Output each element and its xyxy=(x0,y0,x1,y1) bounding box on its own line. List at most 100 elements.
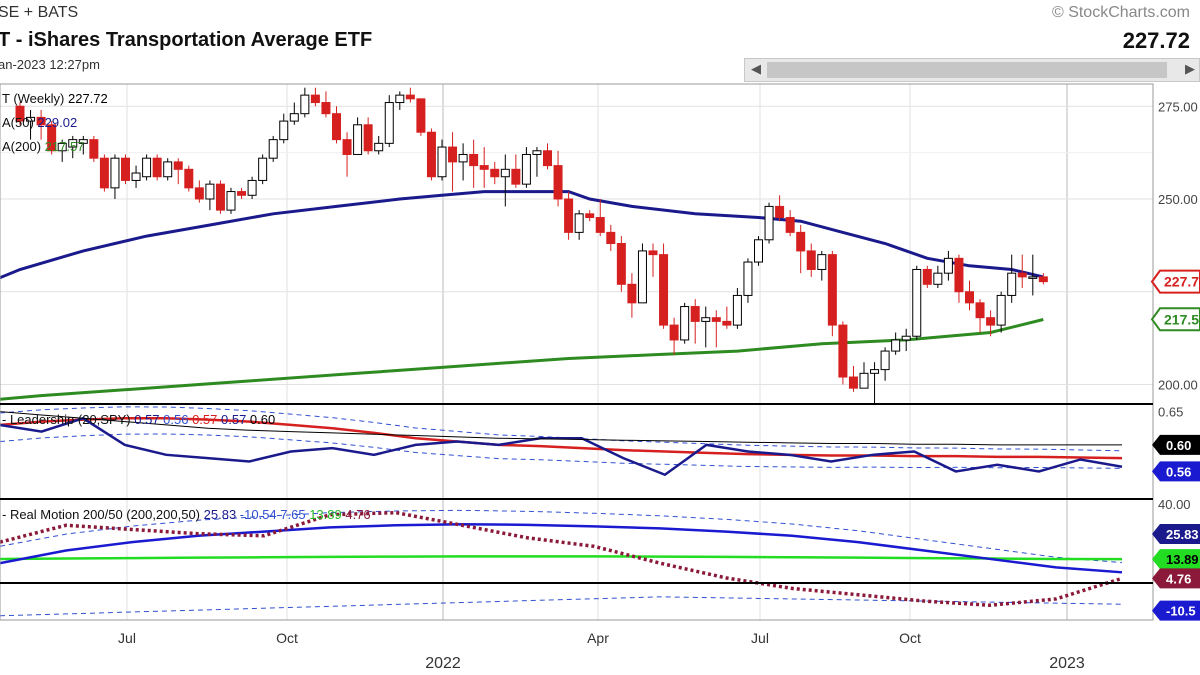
candle-body xyxy=(954,257,964,293)
candle-body xyxy=(711,317,721,322)
candle-body xyxy=(1038,276,1048,283)
candle-body xyxy=(1007,272,1017,296)
candle-body xyxy=(131,172,141,181)
candle-body xyxy=(121,157,130,181)
value-tag-label: 25.83 xyxy=(1166,527,1199,542)
plot-frame xyxy=(0,83,1154,621)
copyright-label: © StockCharts.com xyxy=(1051,4,1190,21)
candle-body xyxy=(838,324,848,378)
candle-body xyxy=(173,161,183,170)
candle-body xyxy=(469,153,479,167)
candle-body xyxy=(511,168,521,185)
candle-body xyxy=(754,239,763,263)
rm-upper-band xyxy=(0,509,1123,564)
candle-body xyxy=(47,124,57,152)
candle-body xyxy=(848,376,858,389)
candle-body xyxy=(152,157,162,178)
candle-body xyxy=(859,372,869,389)
x-tick-label: Jul xyxy=(118,630,136,646)
price-panel xyxy=(0,87,1048,403)
candle-body xyxy=(194,187,204,200)
candle-body xyxy=(437,146,447,178)
leadership-legend: - Leadership (20,SPY) 0.57 0.56 0.57 0.5… xyxy=(2,412,275,427)
candle-body xyxy=(363,124,373,152)
x-tick-label: Oct xyxy=(276,630,298,646)
candle-body xyxy=(57,142,67,152)
value-tag xyxy=(1152,461,1200,482)
scroll-left-icon[interactable]: ◀ xyxy=(751,61,761,76)
candle-body xyxy=(965,291,974,304)
chart-datetime: an-2023 12:27pm xyxy=(0,57,100,72)
candle-body xyxy=(184,168,194,189)
candle-body xyxy=(870,369,880,374)
value-tag xyxy=(1152,549,1200,570)
candle-body xyxy=(490,168,500,178)
year-label: 2023 xyxy=(1049,655,1085,672)
x-tick-label: Jul xyxy=(751,630,769,646)
candle-body xyxy=(247,179,257,196)
candle-body xyxy=(458,153,468,163)
candle-body xyxy=(606,231,616,244)
leadership-series-line xyxy=(0,416,1123,477)
candle-body xyxy=(627,283,637,304)
candle-body xyxy=(690,306,700,322)
candle-body xyxy=(912,268,922,337)
candle-body xyxy=(827,254,837,326)
value-tag xyxy=(1152,600,1200,621)
value-tag-label: 0.60 xyxy=(1166,438,1191,453)
candle-body xyxy=(553,165,563,200)
y-tick-label: 275.00 xyxy=(1158,99,1198,114)
candle-body xyxy=(775,205,785,219)
value-tag-label: 13.89 xyxy=(1166,552,1199,567)
rm-series-line xyxy=(0,510,1123,608)
candle-body xyxy=(880,350,890,371)
candle-body xyxy=(1028,276,1038,279)
candle-body xyxy=(416,98,426,133)
candle-body xyxy=(332,113,341,141)
candle-body xyxy=(701,317,711,322)
candle-body xyxy=(99,157,109,189)
chart-scrollbar[interactable]: ◀ ▶ xyxy=(744,58,1200,82)
candle-body xyxy=(722,320,732,326)
leadership-series-line xyxy=(0,417,1123,460)
candle-body xyxy=(901,335,911,341)
candle-body xyxy=(237,191,247,196)
legends: T (Weekly) 227.72 A(50) 229.02 A(200) 217.… xyxy=(2,91,371,522)
y-tick-label: 200.00 xyxy=(1158,377,1198,392)
candle-body xyxy=(595,217,605,233)
candle-body xyxy=(817,254,827,270)
candle-body xyxy=(500,168,510,178)
price-tag xyxy=(1150,307,1200,332)
price-tag-label: 217.5 xyxy=(1164,311,1199,327)
candle-body xyxy=(26,116,36,122)
candle-body xyxy=(374,142,384,152)
scroll-right-icon[interactable]: ▶ xyxy=(1185,61,1195,76)
candle-body xyxy=(163,161,173,178)
candle-body xyxy=(110,157,120,189)
candle-body xyxy=(532,150,542,155)
candle-body xyxy=(15,105,25,122)
scrollbar-thumb[interactable] xyxy=(767,62,1167,78)
candle-body xyxy=(78,139,88,144)
last-price: 227.72 xyxy=(1122,28,1190,53)
candle-body xyxy=(405,94,415,100)
candle-body xyxy=(205,183,215,200)
candle-body xyxy=(585,213,595,219)
ma50-line xyxy=(0,190,1044,280)
candle-body xyxy=(226,191,236,211)
value-tag-label: 0.56 xyxy=(1166,464,1191,479)
candle-body xyxy=(543,150,552,167)
rm-series-line xyxy=(0,555,1123,561)
candle-body xyxy=(36,116,46,126)
value-tag xyxy=(1152,434,1200,455)
candle-body xyxy=(806,250,816,270)
axes: Jul Oct Apr Jul Oct 2022 2023 275.00 250.00 200.0… xyxy=(0,83,1200,672)
candle-body xyxy=(426,131,436,178)
candle-body xyxy=(680,306,690,341)
candle-body xyxy=(732,294,742,326)
candle-body xyxy=(564,198,574,233)
x-tick-label: Apr xyxy=(587,630,609,646)
exchange-label: SE + BATS xyxy=(0,4,79,21)
leadership-lower-band xyxy=(0,433,1123,469)
value-tag xyxy=(1152,568,1200,589)
